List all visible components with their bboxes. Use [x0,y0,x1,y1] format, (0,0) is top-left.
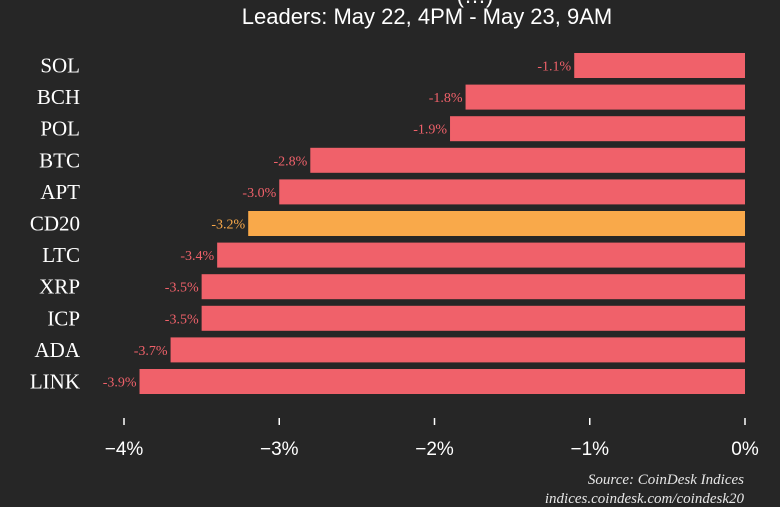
x-tick-label: −2% [415,439,454,460]
category-label-ltc: LTC [42,243,80,267]
data-label-btc: -2.8% [273,154,307,169]
category-label-link: LINK [30,370,80,394]
data-label-ltc: -3.4% [180,249,214,264]
data-label-ada: -3.7% [134,344,168,359]
bar-apt [279,179,745,205]
x-axis: −4% −3% −2% −1% 0% [105,418,759,460]
bar-link [139,369,745,394]
bar-cd20 [248,211,745,236]
data-label-icp: -3.5% [165,312,199,327]
source-line-1: Source: CoinDesk Indices [588,472,744,488]
data-label-link: -3.9% [103,376,137,391]
category-label-btc: BTC [39,148,80,172]
category-label-xrp: XRP [39,275,80,299]
category-label-icp: ICP [47,306,80,330]
chart-title-partial: (…) [457,0,494,8]
x-tick-label: 0% [731,439,759,460]
category-label-apt: APT [40,180,80,204]
x-tick-label: −4% [105,439,144,460]
bar-sol [574,53,745,78]
category-label-pol: POL [40,117,80,141]
bar-pol [450,116,745,142]
chart-subtitle: Leaders: May 22, 4PM - May 23, 9AM [242,4,613,29]
bar-btc [310,147,745,173]
bar-ada [170,337,745,363]
source-line-2: indices.coindesk.com/coindesk20 [545,491,745,507]
x-tick-label: −1% [570,439,609,460]
category-label-bch: BCH [37,85,80,109]
bar-bch [465,84,745,110]
bar-xrp [201,274,745,300]
x-tick-label: −3% [260,439,299,460]
data-label-apt: -3.0% [242,186,276,201]
data-label-pol: -1.9% [413,123,447,138]
bars-group: -1.1% SOL -1.8% BCH -1.9% POL -2.8% BTC -3.0% APT… [30,53,745,394]
data-label-sol: -1.1% [537,60,571,75]
bar-icp [201,305,745,331]
data-label-xrp: -3.5% [165,281,199,296]
category-label-cd20: CD20 [30,212,80,236]
category-label-sol: SOL [40,54,80,78]
bar-ltc [217,242,745,268]
data-label-cd20: -3.2% [211,218,245,233]
data-label-bch: -1.8% [429,91,463,106]
category-label-ada: ADA [35,338,81,362]
